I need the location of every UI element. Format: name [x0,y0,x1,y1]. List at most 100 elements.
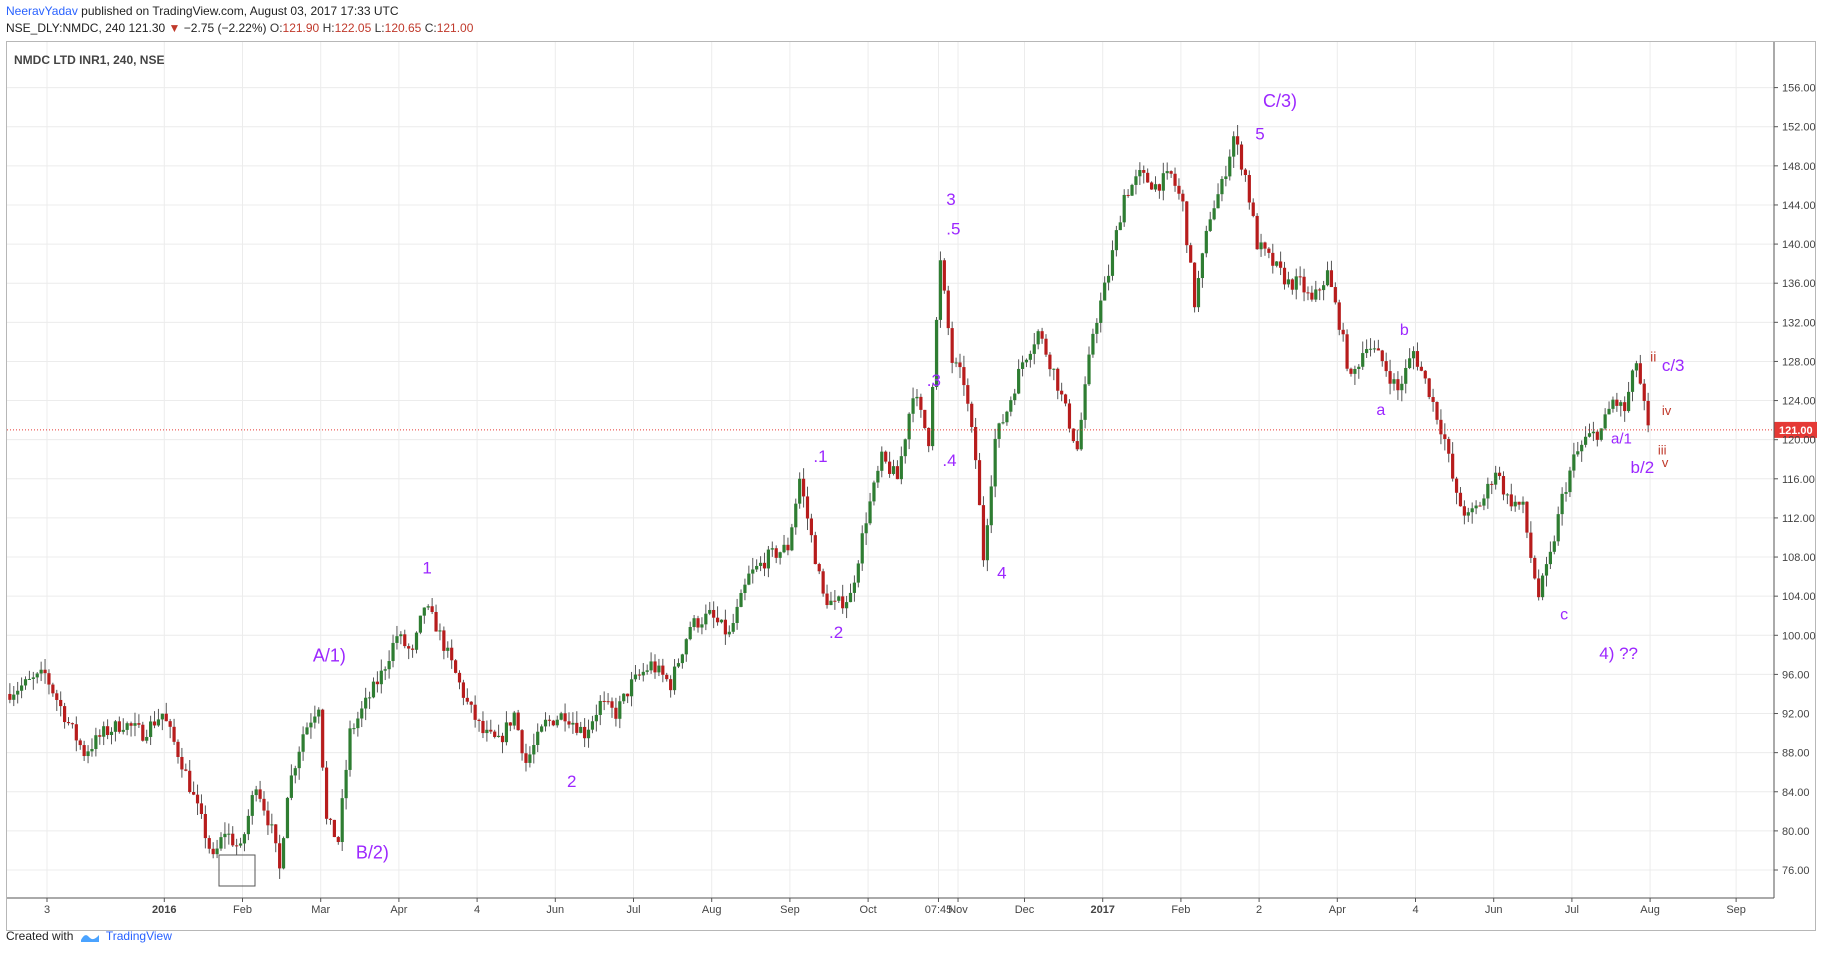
candle-body [293,768,297,776]
candle [758,556,763,572]
candle-body [606,701,610,703]
candle [215,839,219,859]
candle-body [551,720,555,726]
candle-body [117,721,121,732]
candle [1118,215,1122,231]
candle [508,722,512,732]
candle-body [844,602,849,609]
candle [1212,200,1216,221]
candle-body [891,466,896,474]
candle-body [1630,370,1635,392]
candle-body [1185,201,1189,246]
y-tick-label: 88.00 [1782,748,1810,760]
candle [1286,271,1291,288]
candle-body [762,562,767,569]
candle [1314,280,1318,303]
wave-label: v [1662,455,1669,470]
candle [90,738,94,757]
candle-body [1063,394,1068,404]
candle [1353,365,1357,385]
tradingview-link[interactable]: TradingView [105,929,172,943]
candle-body [1349,368,1353,374]
wave-annotations: A/1) B/2) 1 2 .1 .2 .3 .4 3 .5 4 C/3) 5 a b c 4) ?? b/2 a/… [313,91,1685,862]
candle-body [47,673,51,685]
y-tick-label: 108.00 [1782,552,1816,564]
x-tick-label: Oct [860,904,877,916]
candle-body [1009,400,1013,412]
candle [1138,162,1142,185]
candle [461,679,466,706]
chart-frame [6,41,1816,931]
candle [770,541,774,557]
candle [942,258,946,294]
candle [1071,428,1075,443]
candle [719,619,724,624]
candle-body [950,328,954,363]
candle-body [512,712,516,726]
candle-body [192,791,196,795]
candle-body [1267,248,1271,253]
candle [59,691,63,717]
candle-body [1110,250,1115,276]
candle-body [684,639,688,655]
candle [629,671,634,707]
candle-body [70,723,75,725]
publish-info: NeeravYadav published on TradingView.com… [6,4,399,18]
candle-body [942,260,946,291]
y-tick-label: 136.00 [1782,278,1816,290]
candle-body [899,456,903,480]
candle [880,446,884,478]
candle-body [1458,492,1463,507]
candle-body [798,478,802,504]
candle [1275,261,1279,268]
candle [1325,261,1330,287]
candle [583,718,587,748]
candle [145,729,149,744]
candle [1611,396,1615,413]
candle-body [622,693,626,702]
candle-body [371,681,376,698]
candle-body [465,697,469,702]
candle-body [1032,344,1036,354]
candle-body [348,728,352,770]
candle [1161,162,1165,201]
x-tick-label: Feb [1171,904,1190,916]
candle-body [223,833,227,838]
candle-body [598,700,602,715]
candle [966,378,970,412]
candle [1638,354,1642,385]
candle-body [715,617,720,623]
y-tick-label: 140.00 [1782,239,1816,251]
candle [356,711,360,737]
wave-label: 4 [997,564,1006,583]
candle-body [1435,401,1439,420]
candle [1200,252,1205,288]
candle [1247,170,1251,210]
candle [1513,495,1517,512]
candle [1462,500,1466,525]
candle [618,695,622,729]
candle [1537,569,1541,601]
candle [571,712,575,734]
candle [1439,409,1443,445]
candle [199,794,204,819]
candle-body [1286,279,1291,285]
candle-body [94,735,98,749]
author-link[interactable]: NeeravYadav [6,4,78,18]
candle [1075,429,1079,452]
candle [1060,382,1064,402]
candle-body [1165,171,1169,174]
candle-body [962,367,966,386]
candle [184,763,188,772]
candle [1052,368,1056,381]
candle-body [1400,383,1404,391]
candle-body [559,713,563,720]
candle-body [680,654,684,664]
candle [1079,412,1083,451]
candle [1032,332,1036,365]
candle-body [434,611,438,632]
x-tick-label: Jul [626,904,640,916]
candle [1063,393,1068,407]
candle [16,681,20,704]
